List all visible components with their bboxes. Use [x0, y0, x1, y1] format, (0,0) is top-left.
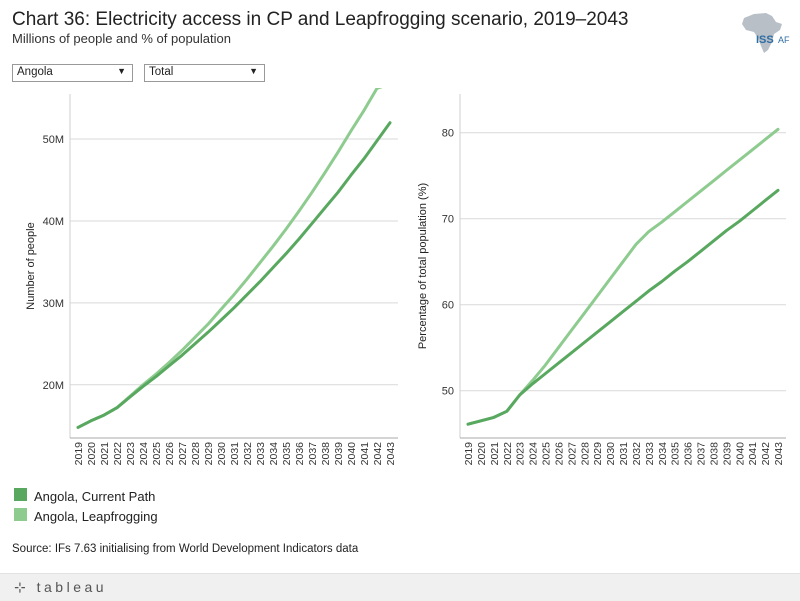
x-tick-label: 2025	[151, 442, 163, 466]
y-tick-label: 20M	[43, 380, 64, 392]
measure-select-value: Total	[149, 66, 174, 78]
x-tick-label: 2036	[294, 442, 306, 466]
x-tick-label: 2037	[696, 442, 708, 466]
y-tick-label: 60	[442, 300, 454, 312]
x-tick-label: 2031	[229, 442, 241, 466]
x-tick-label: 2028	[190, 442, 202, 466]
x-tick-label: 2030	[216, 442, 228, 466]
x-tick-label: 2038	[708, 442, 720, 466]
y-axis-label: Percentage of total population (%)	[417, 183, 429, 349]
x-tick-label: 2025	[541, 442, 553, 466]
africa-map-icon	[742, 13, 782, 53]
series-line-leapfrogging	[466, 127, 780, 426]
x-tick-label: 2035	[281, 442, 293, 466]
x-tick-label: 2029	[203, 442, 215, 466]
y-axis-label: Number of people	[25, 222, 37, 309]
legend-swatch	[14, 508, 27, 521]
country-select-value: Angola	[17, 66, 53, 78]
x-tick-label: 2031	[618, 442, 630, 466]
x-tick-label: 2022	[502, 442, 514, 466]
footer-bar: ⊹ tableau	[0, 573, 800, 601]
x-tick-label: 2042	[760, 442, 772, 466]
chart-title: Chart 36: Electricity access in CP and L…	[12, 9, 629, 30]
x-tick-label: 2027	[566, 442, 578, 466]
x-tick-label: 2024	[528, 442, 540, 466]
x-tick-label: 2041	[359, 442, 371, 466]
x-tick-label: 2020	[86, 442, 98, 466]
x-tick-label: 2038	[320, 442, 332, 466]
y-tick-label: 70	[442, 214, 454, 226]
x-tick-label: 2026	[553, 442, 565, 466]
x-tick-label: 2039	[333, 442, 345, 466]
legend-swatch	[14, 488, 27, 501]
x-tick-label: 2039	[721, 442, 733, 466]
x-tick-label: 2042	[372, 442, 384, 466]
x-tick-label: 2043	[773, 442, 785, 466]
x-tick-label: 2036	[683, 442, 695, 466]
x-tick-label: 2024	[138, 442, 150, 466]
x-tick-label: 2029	[592, 442, 604, 466]
legend-label: Angola, Leapfrogging	[34, 509, 158, 524]
chart-panel-1: 20M 30M 40M 50M Number of people 2019 2020 2021…	[25, 88, 398, 465]
logo-text: ISS	[756, 34, 774, 46]
x-tick-label: 2026	[164, 442, 176, 466]
x-tick-label: 2021	[489, 442, 501, 466]
tableau-logo-icon: ⊹	[14, 579, 30, 595]
series-line-current-path	[466, 188, 780, 426]
tableau-link[interactable]: ⊹ tableau	[14, 579, 107, 596]
y-tick-label: 40M	[43, 216, 64, 228]
logo-suffix: AF	[778, 35, 790, 45]
x-tick-label: 2040	[734, 442, 746, 466]
measure-select[interactable]: Total ▼	[144, 64, 265, 82]
x-tick-label: 2034	[657, 442, 669, 466]
tableau-brand: tableau	[36, 579, 108, 595]
x-tick-label: 2037	[307, 442, 319, 466]
dropdown-arrow-icon: ▼	[117, 66, 126, 76]
x-tick-label: 2023	[515, 442, 527, 466]
x-tick-label: 2019	[463, 442, 475, 466]
x-tick-label: 2043	[385, 442, 397, 466]
y-tick-label: 30M	[43, 298, 64, 310]
legend-item-current-path[interactable]: Angola, Current Path	[14, 488, 158, 508]
country-select[interactable]: Angola ▼	[12, 64, 133, 82]
legend-item-leapfrogging[interactable]: Angola, Leapfrogging	[14, 508, 158, 528]
source-note: Source: IFs 7.63 initialising from World…	[12, 543, 359, 555]
x-tick-label: 2040	[346, 442, 358, 466]
x-tick-label: 2030	[605, 442, 617, 466]
legend-label: Angola, Current Path	[34, 489, 156, 504]
legend: Angola, Current Path Angola, Leapfroggin…	[14, 488, 158, 528]
x-tick-label: 2032	[631, 442, 643, 466]
x-tick-label: 2033	[255, 442, 267, 466]
chart-panel-2: 50 60 70 80 Percentage of total population (…	[417, 94, 786, 465]
x-tick-label: 2028	[579, 442, 591, 466]
x-tick-label: 2041	[747, 442, 759, 466]
x-tick-label: 2019	[73, 442, 85, 466]
series-line-current-path	[76, 121, 392, 429]
x-tick-label: 2034	[268, 442, 280, 466]
iss-logo[interactable]: ISS AF	[736, 12, 792, 54]
x-tick-label: 2027	[177, 442, 189, 466]
x-tick-label: 2021	[99, 442, 111, 466]
x-tick-label: 2023	[125, 442, 137, 466]
chart-subtitle: Millions of people and % of population	[12, 31, 231, 46]
x-tick-label: 2022	[112, 442, 124, 466]
x-tick-label: 2032	[242, 442, 254, 466]
x-tick-label: 2035	[670, 442, 682, 466]
dropdown-arrow-icon: ▼	[249, 66, 258, 76]
x-tick-label: 2033	[644, 442, 656, 466]
y-tick-label: 50	[442, 386, 454, 398]
x-tick-label: 2020	[476, 442, 488, 466]
y-tick-label: 80	[442, 128, 454, 140]
y-tick-label: 50M	[43, 134, 64, 146]
